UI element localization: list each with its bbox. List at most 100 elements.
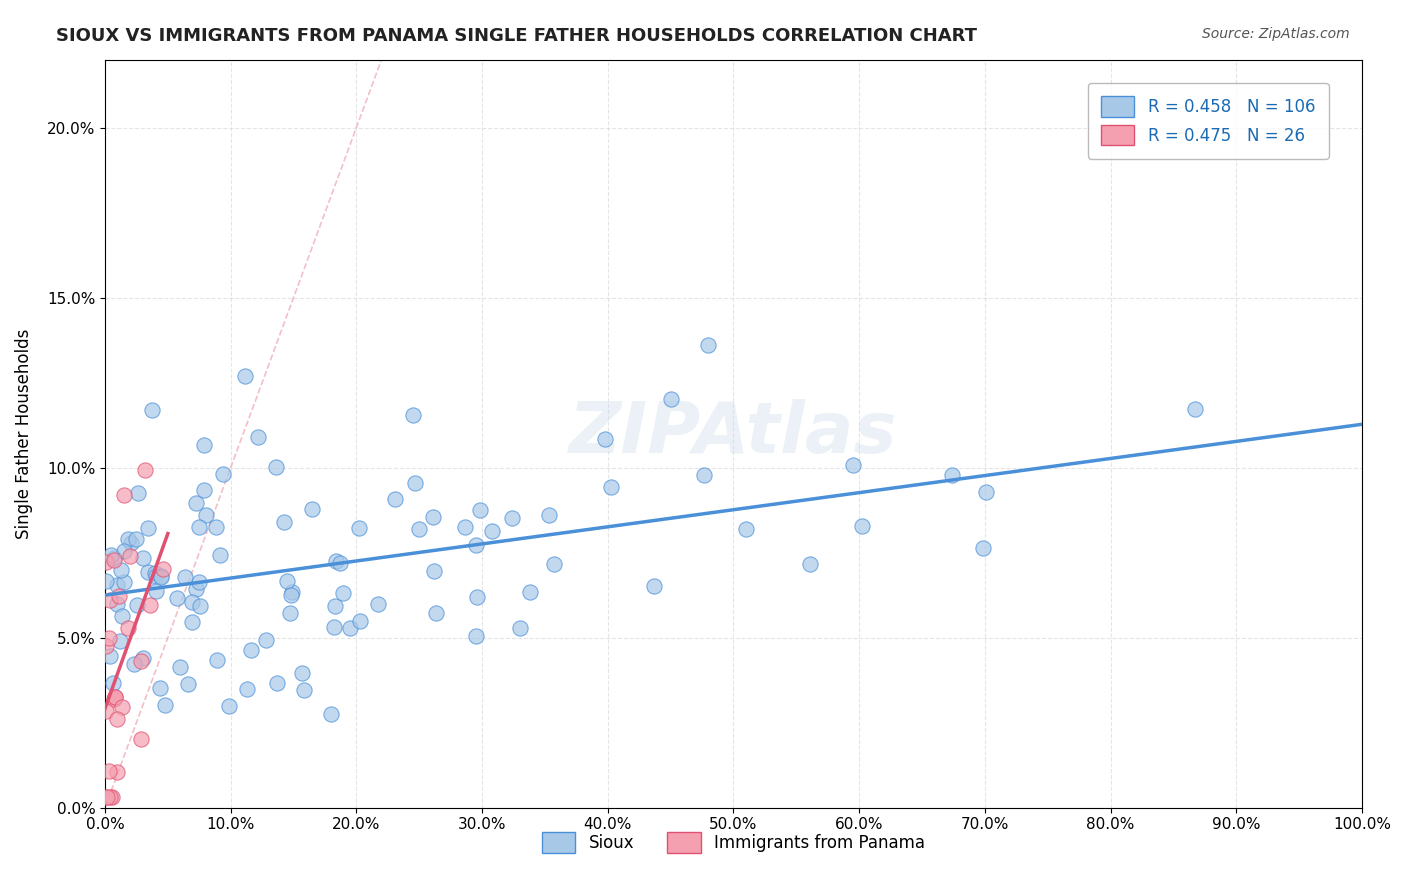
Point: [384, 491, 406, 506]
Point: [188, 599, 211, 613]
Point: [125, 598, 148, 612]
Point: [453, 520, 475, 534]
Point: [110, 563, 132, 577]
Point: [114, 574, 136, 589]
Point: [117, 532, 139, 546]
Point: [187, 574, 209, 589]
Point: [125, 533, 148, 547]
Point: [537, 508, 560, 523]
Point: [841, 458, 863, 472]
Point: [254, 633, 277, 648]
Point: [166, 591, 188, 605]
Point: [519, 585, 541, 599]
Point: [96, 556, 118, 570]
Point: [169, 660, 191, 674]
Point: [349, 521, 371, 535]
Point: [139, 599, 162, 613]
Point: [145, 566, 167, 581]
Point: [96, 704, 118, 718]
Point: [218, 698, 240, 713]
Point: [104, 690, 127, 705]
Point: [205, 653, 228, 667]
Point: [180, 595, 202, 609]
Point: [481, 524, 503, 538]
Point: [112, 488, 135, 502]
Point: [593, 432, 616, 446]
Point: [329, 556, 352, 570]
Point: [195, 508, 218, 523]
Point: [152, 562, 174, 576]
Point: [98, 648, 121, 663]
Point: [153, 698, 176, 712]
Point: [120, 536, 142, 550]
Point: [799, 557, 821, 571]
Point: [134, 463, 156, 477]
Point: [599, 479, 621, 493]
Point: [129, 731, 152, 746]
Point: [132, 551, 155, 566]
Point: [187, 520, 209, 534]
Point: [96, 574, 118, 589]
Point: [97, 631, 120, 645]
Point: [280, 588, 302, 602]
Point: [323, 620, 346, 634]
Point: [974, 485, 997, 500]
Point: [292, 683, 315, 698]
Point: [100, 549, 122, 563]
Point: [117, 621, 139, 635]
Point: [735, 522, 758, 536]
Point: [301, 502, 323, 516]
Y-axis label: Single Father Households: Single Father Households: [15, 328, 32, 539]
Point: [422, 510, 444, 524]
Point: [264, 460, 287, 475]
Legend: R = 0.458   N = 106, R = 0.475   N = 26: R = 0.458 N = 106, R = 0.475 N = 26: [1088, 83, 1329, 159]
Point: [212, 467, 235, 481]
Point: [278, 606, 301, 620]
Point: [332, 585, 354, 599]
Point: [941, 468, 963, 483]
Point: [423, 564, 446, 578]
Point: [205, 520, 228, 534]
Point: [104, 690, 127, 704]
Point: [323, 599, 346, 613]
Point: [98, 593, 121, 607]
Point: [103, 553, 125, 567]
Point: [96, 639, 118, 653]
Point: [96, 790, 118, 805]
Point: [402, 408, 425, 422]
Point: [149, 570, 172, 584]
Point: [239, 642, 262, 657]
Point: [149, 568, 172, 582]
Point: [105, 712, 128, 726]
Point: [105, 577, 128, 591]
Point: [465, 591, 488, 605]
Point: [97, 764, 120, 778]
Point: [273, 515, 295, 529]
Point: [186, 582, 208, 596]
Point: [129, 654, 152, 668]
Point: [659, 392, 682, 406]
Point: [236, 681, 259, 696]
Point: [851, 518, 873, 533]
Point: [509, 621, 531, 635]
Point: [233, 369, 256, 384]
Point: [127, 485, 149, 500]
Point: [276, 574, 298, 589]
Point: [266, 676, 288, 690]
Point: [501, 511, 523, 525]
Text: ZIPAtlas: ZIPAtlas: [569, 399, 898, 468]
Point: [112, 544, 135, 558]
Point: [425, 607, 447, 621]
Point: [291, 665, 314, 680]
Point: [96, 790, 118, 805]
Text: Source: ZipAtlas.com: Source: ZipAtlas.com: [1202, 27, 1350, 41]
Point: [339, 621, 361, 635]
Point: [173, 570, 195, 584]
Point: [193, 438, 215, 452]
Point: [208, 549, 231, 563]
Point: [1184, 401, 1206, 416]
Point: [464, 629, 486, 643]
Point: [692, 468, 714, 483]
Point: [247, 430, 270, 444]
Point: [464, 538, 486, 552]
